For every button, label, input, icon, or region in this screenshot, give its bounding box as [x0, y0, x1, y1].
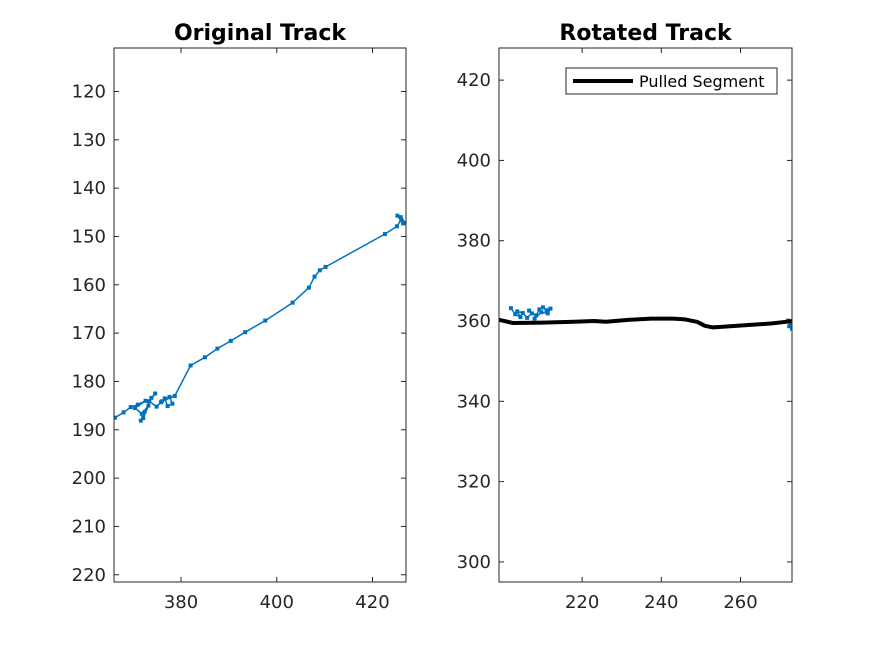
rotated-track-legend: Pulled Segment [565, 67, 778, 95]
rotated-track-ytick-label: 400 [457, 150, 491, 171]
original-track-ytick-label: 160 [72, 275, 106, 296]
original-track-data-point [172, 393, 177, 398]
rotated-track-title: Rotated Track [559, 21, 733, 46]
rotated-track-data-point [508, 306, 513, 311]
rotated-track-ytick-label: 320 [457, 472, 491, 493]
rotated-track-data-point [540, 305, 545, 310]
original-track-data-point [170, 401, 175, 406]
original-track-data-point [146, 403, 151, 408]
original-track-series-line-0 [114, 214, 406, 422]
rotated-track-data-point [539, 310, 544, 315]
original-track-title: Original Track [174, 21, 347, 46]
original-track-data-point [243, 330, 248, 335]
original-track-data-point [143, 398, 148, 403]
original-track-ytick-label: 200 [72, 468, 106, 489]
original-track-data-point [399, 217, 404, 222]
original-track-data-point [228, 338, 233, 343]
original-track-data-point [394, 224, 399, 229]
rotated-track-data-point [545, 311, 550, 316]
original-track-axes: Original Track 380 400 420 120 130 140 150 160 17… [72, 21, 407, 613]
original-track-data-point [149, 395, 154, 400]
original-track-data-point [382, 232, 387, 237]
rotated-track-data-point [518, 315, 523, 320]
original-track-data-point [395, 213, 400, 218]
rotated-track-data-point [515, 309, 520, 314]
original-track-ytick-label: 170 [72, 323, 106, 344]
rotated-track-plot-area [499, 305, 792, 331]
original-track-ytick-label: 130 [72, 130, 106, 151]
original-track-data-point [154, 404, 159, 409]
rotated-track-ytick-label: 420 [457, 70, 491, 91]
original-track-data-point [159, 399, 164, 404]
original-track-data-point [312, 274, 317, 279]
rotated-track-data-point [525, 315, 530, 320]
rotated-track-data-point [544, 308, 549, 313]
rotated-track-data-point [520, 310, 525, 315]
original-track-ytick-label: 190 [72, 420, 106, 441]
rotated-track-ytick-label: 380 [457, 231, 491, 252]
original-track-data-point [188, 363, 193, 368]
original-track-ytick-label: 180 [72, 371, 106, 392]
original-track-axes-frame [113, 47, 407, 583]
original-track-xtick-label: 400 [260, 592, 294, 613]
original-track-data-point [290, 300, 295, 305]
rotated-track-ytick-label: 300 [457, 552, 491, 573]
original-track-data-point [403, 220, 406, 225]
original-track-data-point [398, 215, 403, 220]
rotated-track-xtick-label: 260 [723, 592, 757, 613]
original-track-ytick-label: 150 [72, 226, 106, 247]
rotated-track-data-point [529, 311, 534, 316]
rotated-track-data-point [513, 312, 518, 317]
rotated-track-xtick-label: 240 [644, 592, 678, 613]
original-track-data-point [128, 405, 133, 410]
original-track-data-point [121, 410, 126, 415]
original-track-data-point [153, 391, 158, 396]
rotated-track-data-point [527, 308, 532, 313]
original-track-data-point [141, 416, 146, 421]
original-track-plot-area [114, 213, 406, 423]
original-track-data-point [162, 396, 167, 401]
rotated-track-data-point [534, 313, 539, 318]
original-track-data-point [317, 268, 322, 273]
legend-entry-label: Pulled Segment [639, 72, 764, 91]
rotated-track-data-point [787, 324, 792, 329]
original-track-data-point [165, 404, 170, 409]
original-track-data-point [142, 409, 147, 414]
original-track-data-point [114, 415, 117, 420]
rotated-track-axes-frame [498, 47, 793, 583]
original-track-data-point [323, 264, 328, 269]
original-track-ytick-label: 210 [72, 516, 106, 537]
original-track-data-point [306, 285, 311, 290]
rotated-track-xtick-label: 220 [565, 592, 599, 613]
original-track-xtick-label: 380 [164, 592, 198, 613]
rotated-track-series-line-2 [499, 316, 792, 330]
original-track-xtick-label: 420 [355, 592, 389, 613]
original-track-data-point [135, 402, 140, 407]
rotated-track-ytick-label: 340 [457, 391, 491, 412]
rotated-track-axes: Rotated Track 220 240 260 300 320 340 360 380 400… [457, 21, 793, 613]
original-track-data-point [139, 411, 144, 416]
original-track-data-point [263, 318, 268, 323]
rotated-track-data-point [790, 326, 792, 331]
original-track-ytick-label: 120 [72, 81, 106, 102]
rotated-track-data-point [532, 316, 537, 321]
original-track-data-point [147, 399, 152, 404]
original-track-ytick-label: 140 [72, 178, 106, 199]
rotated-track-data-point [548, 306, 553, 311]
original-track-data-point [215, 346, 220, 351]
original-track-data-point [167, 394, 172, 399]
original-track-data-point [401, 221, 406, 226]
original-track-data-point [202, 355, 207, 360]
original-track-ytick-label: 220 [72, 565, 106, 586]
rotated-track-data-point [537, 307, 542, 312]
original-track-data-point [133, 406, 138, 411]
original-track-data-point [138, 418, 143, 423]
rotated-track-ytick-label: 360 [457, 311, 491, 332]
